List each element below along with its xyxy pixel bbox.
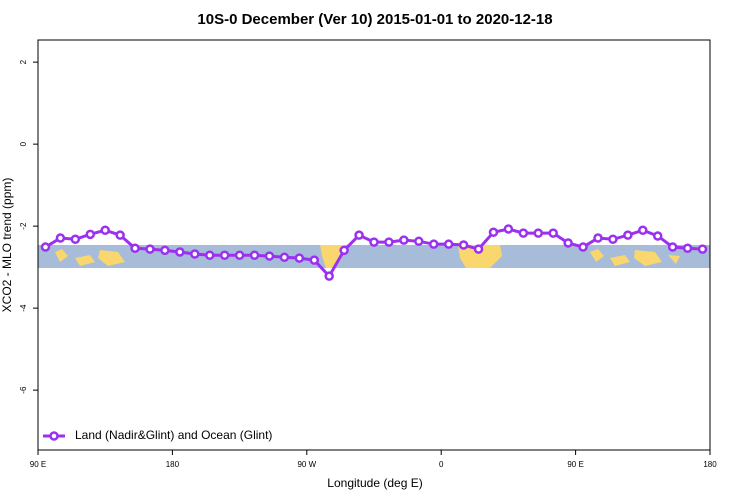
legend-label: Land (Nadir&Glint) and Ocean (Glint) xyxy=(75,428,272,442)
x-tick-label: 90 E xyxy=(567,460,583,469)
data-point xyxy=(533,228,544,238)
data-point xyxy=(623,230,633,240)
x-tick-label: 180 xyxy=(166,460,180,469)
data-point xyxy=(145,244,155,254)
data-point xyxy=(399,235,409,245)
data-point xyxy=(428,239,439,249)
data-point xyxy=(518,228,529,238)
map-band xyxy=(38,245,710,268)
data-point xyxy=(339,245,349,256)
chart-title: 10S-0 December (Ver 10) 2015-01-01 to 20… xyxy=(197,11,552,28)
data-point xyxy=(264,251,275,261)
data-point xyxy=(324,271,334,281)
data-point xyxy=(593,233,603,243)
data-point xyxy=(294,253,305,263)
data-point xyxy=(667,242,678,252)
data-point xyxy=(279,252,290,263)
plot-frame xyxy=(37,39,711,451)
data-point xyxy=(160,245,170,256)
x-tick-label: 90 W xyxy=(297,460,316,469)
y-tick-label: -6 xyxy=(19,386,28,394)
y-tick-label: -4 xyxy=(19,304,28,312)
x-tick-label: 180 xyxy=(703,460,717,469)
data-point xyxy=(204,250,215,260)
data-point xyxy=(354,230,364,240)
data-point xyxy=(70,234,81,245)
data-point xyxy=(309,255,320,265)
x-axis-label: Longitude (deg E) xyxy=(327,476,422,490)
data-point xyxy=(115,230,125,240)
data-point xyxy=(443,239,454,249)
data-point xyxy=(638,225,648,235)
data-point xyxy=(488,227,499,238)
data-point xyxy=(458,240,469,250)
data-point xyxy=(503,224,514,234)
data-point xyxy=(190,249,200,259)
data-point xyxy=(682,243,693,254)
data-point xyxy=(697,244,708,254)
data-point xyxy=(563,238,573,248)
data-point xyxy=(652,231,663,241)
data-point xyxy=(608,234,618,245)
data-point xyxy=(249,250,260,260)
data-point xyxy=(40,242,51,252)
data-point xyxy=(384,237,394,247)
data-point xyxy=(578,242,588,252)
data-point xyxy=(414,236,424,247)
x-tick-label: 0 xyxy=(439,460,444,469)
y-tick-label: -2 xyxy=(19,222,28,230)
data-point xyxy=(473,244,484,254)
data-point xyxy=(130,243,140,254)
data-point xyxy=(219,250,230,260)
legend-marker xyxy=(49,431,59,441)
data-point xyxy=(55,233,66,243)
data-point xyxy=(175,247,185,257)
data-point xyxy=(369,237,379,247)
y-tick-label: 0 xyxy=(19,141,28,146)
data-point xyxy=(100,225,110,235)
data-point xyxy=(234,250,245,260)
y-axis-label: XCO2 - MLO trend (ppm) xyxy=(0,178,14,313)
y-tick-label: 2 xyxy=(19,59,28,64)
x-tick-label: 90 E xyxy=(30,460,46,469)
data-point xyxy=(85,229,96,240)
data-point xyxy=(548,228,558,238)
